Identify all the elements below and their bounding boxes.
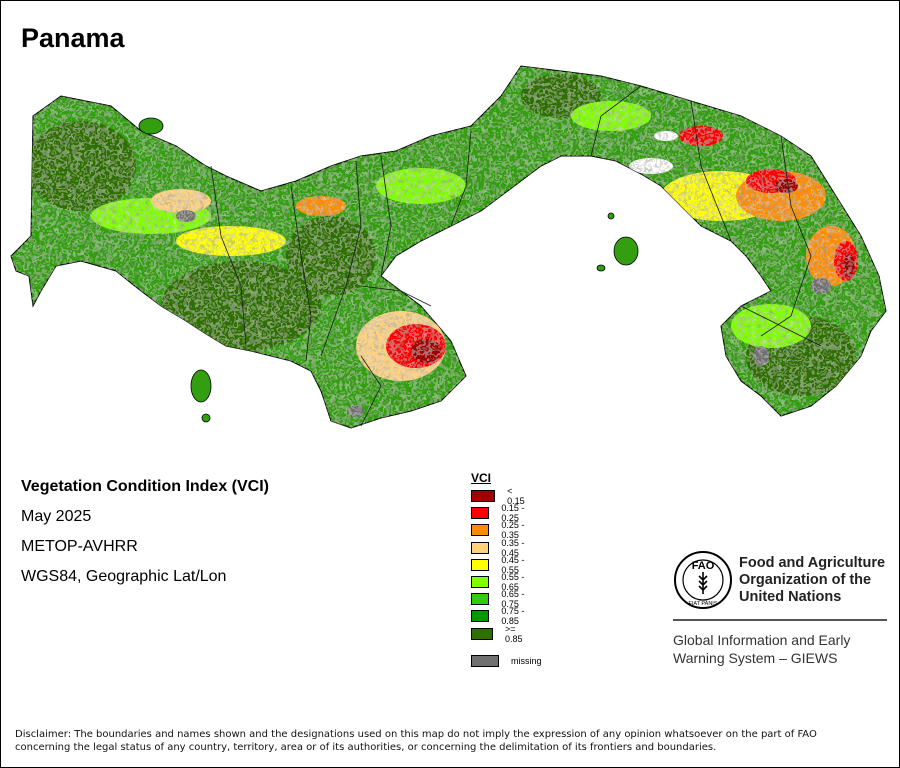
giews-line2: Warning System – GIEWS bbox=[673, 650, 838, 666]
legend-label: 0.15 - 0.25 bbox=[501, 503, 525, 524]
fao-logo-text: FAO bbox=[692, 560, 715, 572]
legend-swatch bbox=[471, 654, 499, 667]
legend-item: 0.55 - 0.65 bbox=[471, 572, 529, 592]
legend-item: 0.65 - 0.75 bbox=[471, 589, 529, 610]
legend-item: >= 0.85 bbox=[471, 623, 529, 644]
fao-block: FAO FIAT PANIS Food and Agriculture Orga… bbox=[673, 549, 889, 667]
legend-label: missing bbox=[511, 655, 542, 666]
index-name: Vegetation Condition Index (VCI) bbox=[21, 478, 269, 495]
legend-label: 0.35 - 0.45 bbox=[501, 537, 525, 558]
disclaimer-line1: Disclaimer: The boundaries and names sho… bbox=[15, 729, 817, 740]
legend-label: 0.45 - 0.55 bbox=[501, 554, 525, 575]
legend-item: 0.25 - 0.35 bbox=[471, 520, 529, 541]
legend-item: 0.75 - 0.85 bbox=[471, 606, 529, 627]
legend-swatch bbox=[471, 627, 494, 640]
legend-swatch bbox=[471, 593, 490, 606]
legend-label: < 0.15 bbox=[507, 486, 525, 506]
fao-divider bbox=[673, 619, 887, 621]
legend-label: 0.55 - 0.65 bbox=[501, 572, 525, 592]
projection-name: WGS84, Geographic Lat/Lon bbox=[21, 568, 227, 585]
fao-name-line1: Food and Agriculture bbox=[739, 554, 886, 571]
giews-line1: Global Information and Early bbox=[673, 632, 851, 648]
legend-title: VCI bbox=[471, 471, 492, 485]
vci-map bbox=[10, 65, 887, 429]
legend-swatch bbox=[471, 490, 496, 502]
legend-swatch bbox=[471, 558, 490, 571]
legend-item: 0.15 - 0.25 bbox=[471, 503, 529, 524]
legend-swatch bbox=[471, 541, 490, 554]
sensor-name: METOP-AVHRR bbox=[21, 538, 138, 555]
map-info: Vegetation Condition Index (VCI) May 202… bbox=[21, 477, 269, 597]
map-date: May 2025 bbox=[21, 508, 92, 525]
disclaimer-line2: concerning the legal status of any count… bbox=[15, 742, 717, 753]
fao-name-line3: United Nations bbox=[739, 588, 842, 605]
giews-name: Global Information and Early Warning Sys… bbox=[673, 631, 889, 667]
legend-swatch bbox=[471, 610, 490, 623]
legend-item: < 0.15 bbox=[471, 486, 529, 506]
disclaimer: Disclaimer: The boundaries and names sho… bbox=[15, 728, 887, 754]
islands bbox=[138, 117, 639, 423]
legend-swatch bbox=[471, 507, 490, 520]
legend-label: 0.25 - 0.35 bbox=[501, 520, 525, 541]
legend-label: >= 0.85 bbox=[505, 623, 523, 644]
map-title: Panama bbox=[21, 23, 125, 53]
legend-item: missing bbox=[471, 654, 542, 668]
legend-item: 0.35 - 0.45 bbox=[471, 537, 529, 558]
vci-legend: VCI < 0.15 0.15 - 0.25 0.25 - 0.35 0.35 - 0… bbox=[471, 471, 542, 667]
legend-label: 0.75 - 0.85 bbox=[501, 606, 525, 627]
fao-logo-icon: FAO FIAT PANIS bbox=[674, 551, 732, 609]
legend-swatch bbox=[471, 576, 490, 588]
legend-label: 0.65 - 0.75 bbox=[501, 589, 525, 610]
fao-logo-motto: FIAT PANIS bbox=[688, 601, 717, 607]
legend-swatch bbox=[471, 524, 490, 537]
fao-name: Food and Agriculture Organization of the… bbox=[739, 555, 885, 606]
legend-item: 0.45 - 0.55 bbox=[471, 554, 529, 575]
fao-name-line2: Organization of the bbox=[739, 571, 872, 588]
province-boundaries bbox=[210, 85, 822, 427]
